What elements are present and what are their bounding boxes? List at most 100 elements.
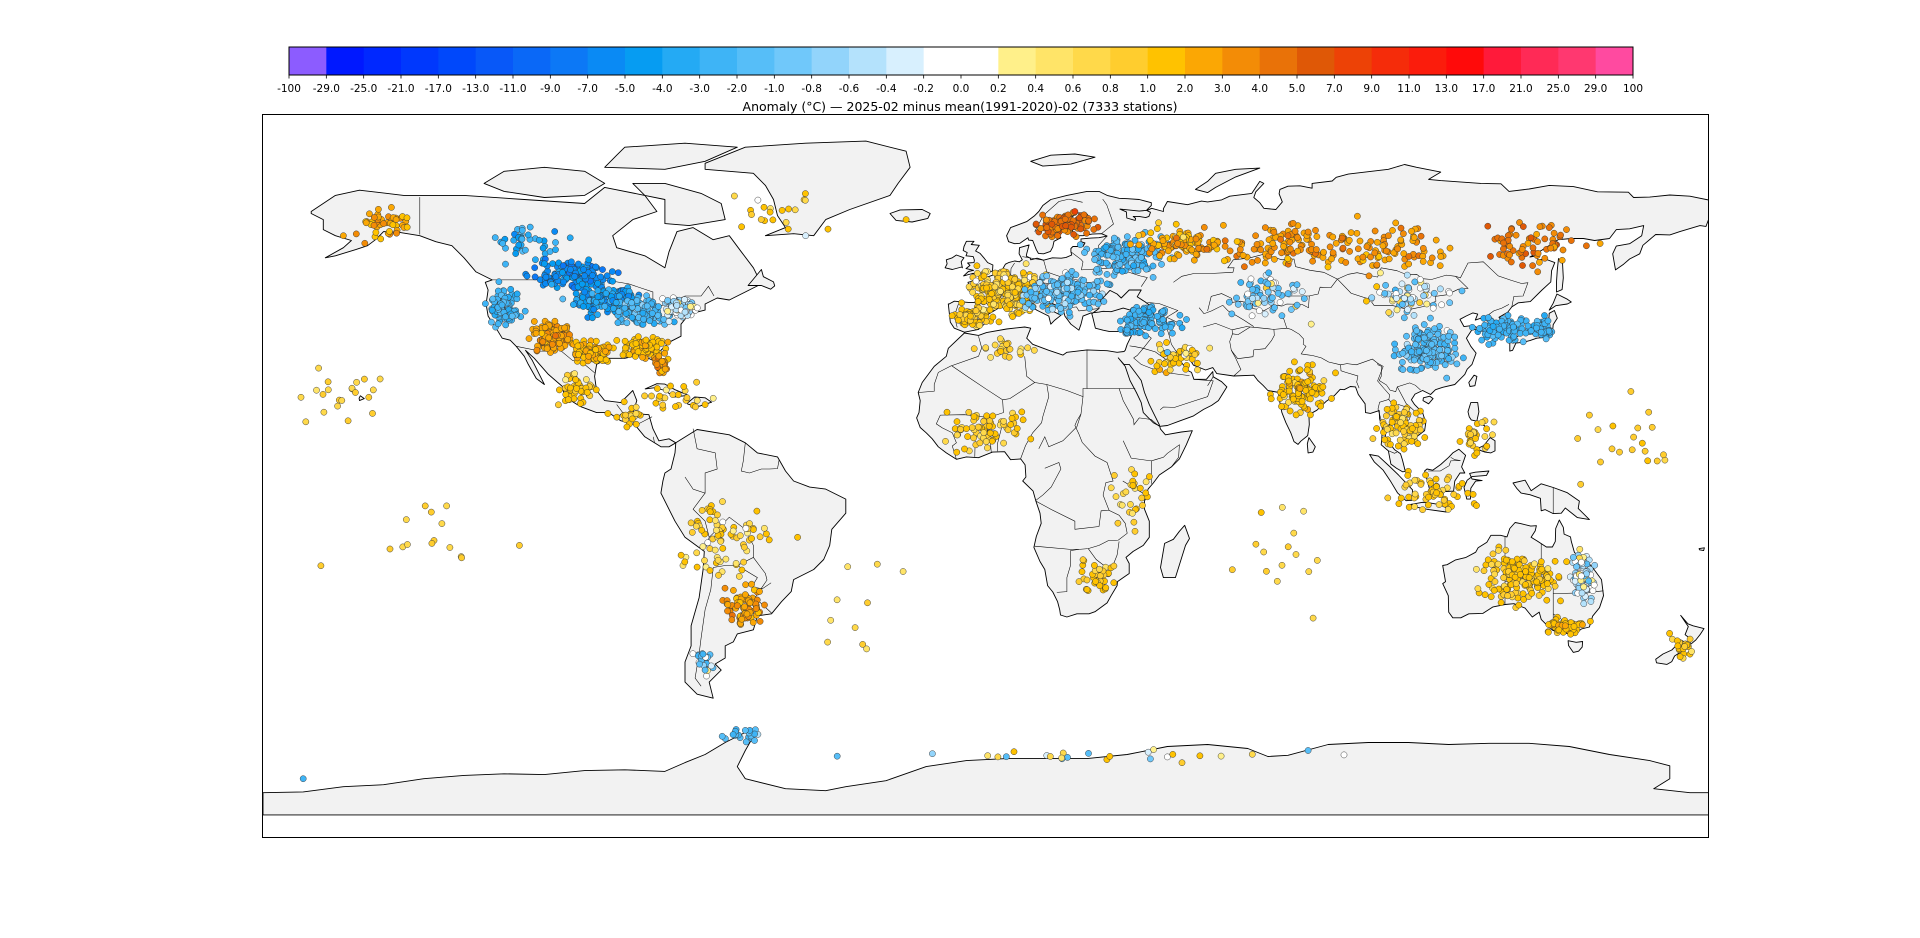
station-marker — [986, 306, 994, 314]
station-marker — [1428, 254, 1436, 262]
colorbar-tick-label: 5.0 — [1289, 83, 1306, 95]
station-marker — [589, 314, 596, 322]
station-marker — [1440, 496, 1448, 504]
station-marker — [315, 364, 322, 372]
station-marker — [1587, 617, 1594, 625]
colorbar-bin — [1446, 47, 1485, 75]
station-marker — [366, 210, 373, 218]
station-marker — [1107, 484, 1115, 492]
country-border — [1286, 327, 1313, 356]
station-marker — [1483, 442, 1491, 450]
station-marker — [1420, 292, 1427, 300]
station-marker — [1254, 299, 1262, 307]
station-marker — [1002, 753, 1010, 761]
station-marker — [698, 526, 706, 534]
station-marker — [986, 429, 994, 437]
colorbar-bin — [625, 47, 663, 75]
station-marker — [1435, 501, 1443, 508]
station-marker — [1392, 429, 1400, 437]
station-marker — [1054, 232, 1061, 240]
station-marker — [1515, 601, 1523, 609]
colorbar-bin — [587, 47, 626, 75]
station-marker — [873, 560, 881, 568]
station-marker — [1328, 255, 1335, 263]
station-marker — [632, 403, 640, 411]
station-marker — [386, 228, 393, 235]
station-marker — [594, 311, 601, 319]
station-marker — [991, 283, 999, 291]
station-marker — [1150, 746, 1157, 753]
station-marker — [1106, 753, 1114, 760]
station-marker — [1228, 566, 1236, 574]
station-marker — [1117, 317, 1124, 325]
station-marker — [674, 391, 682, 399]
station-marker — [1078, 568, 1086, 576]
station-marker — [297, 393, 305, 401]
station-marker — [1522, 581, 1529, 588]
colorbar-tick-label: -0.2 — [913, 83, 934, 95]
station-marker — [1487, 593, 1495, 601]
station-marker — [1533, 578, 1541, 586]
station-marker — [564, 396, 572, 403]
station-marker — [1354, 212, 1361, 220]
station-marker — [1054, 281, 1061, 289]
station-marker — [794, 533, 801, 541]
station-marker — [664, 307, 671, 315]
station-marker — [983, 412, 991, 420]
station-marker — [989, 313, 997, 321]
station-marker — [738, 566, 746, 574]
station-marker — [542, 273, 550, 281]
station-marker — [1524, 240, 1532, 247]
station-marker — [1590, 581, 1598, 589]
station-marker — [602, 290, 610, 297]
station-marker — [662, 386, 670, 394]
station-marker — [1363, 297, 1370, 305]
station-marker — [1518, 246, 1526, 253]
station-marker — [968, 424, 976, 431]
station-marker — [552, 239, 559, 246]
station-marker — [1585, 577, 1592, 585]
station-marker — [1182, 349, 1190, 357]
station-marker — [1147, 229, 1155, 237]
station-marker — [1294, 247, 1301, 255]
station-marker — [746, 599, 754, 607]
station-marker — [421, 502, 429, 510]
station-marker — [1393, 294, 1400, 302]
station-marker — [1398, 280, 1406, 288]
station-marker — [1340, 751, 1348, 759]
station-marker — [1403, 332, 1410, 340]
station-marker — [539, 244, 547, 252]
colorbar-tick-label: 0.2 — [990, 83, 1007, 95]
station-marker — [1638, 439, 1646, 447]
station-marker — [1027, 288, 1035, 296]
country-border — [1024, 349, 1088, 397]
station-marker — [518, 235, 526, 243]
station-marker — [1110, 234, 1118, 242]
station-marker — [980, 272, 988, 280]
station-marker — [680, 383, 688, 390]
landmass-south-america — [660, 429, 847, 699]
station-marker — [1531, 560, 1538, 568]
station-marker — [1123, 233, 1131, 241]
station-marker — [1045, 295, 1052, 302]
station-marker — [711, 517, 719, 524]
station-marker — [989, 412, 997, 420]
station-marker — [958, 299, 965, 307]
station-marker — [1577, 572, 1585, 580]
colorbar-bin — [774, 47, 813, 75]
station-marker — [613, 413, 621, 421]
station-marker — [1074, 288, 1082, 296]
station-marker — [693, 304, 701, 312]
station-marker — [1369, 435, 1377, 442]
station-marker — [1393, 306, 1401, 314]
station-marker — [1264, 288, 1272, 296]
station-marker — [625, 351, 633, 359]
station-marker — [1042, 216, 1050, 224]
station-marker — [370, 214, 378, 221]
station-marker — [1260, 548, 1268, 556]
station-marker — [1474, 585, 1482, 592]
station-marker — [693, 549, 701, 557]
colorbar-bin — [923, 47, 962, 75]
station-marker — [1399, 349, 1407, 357]
station-marker — [1579, 621, 1586, 629]
